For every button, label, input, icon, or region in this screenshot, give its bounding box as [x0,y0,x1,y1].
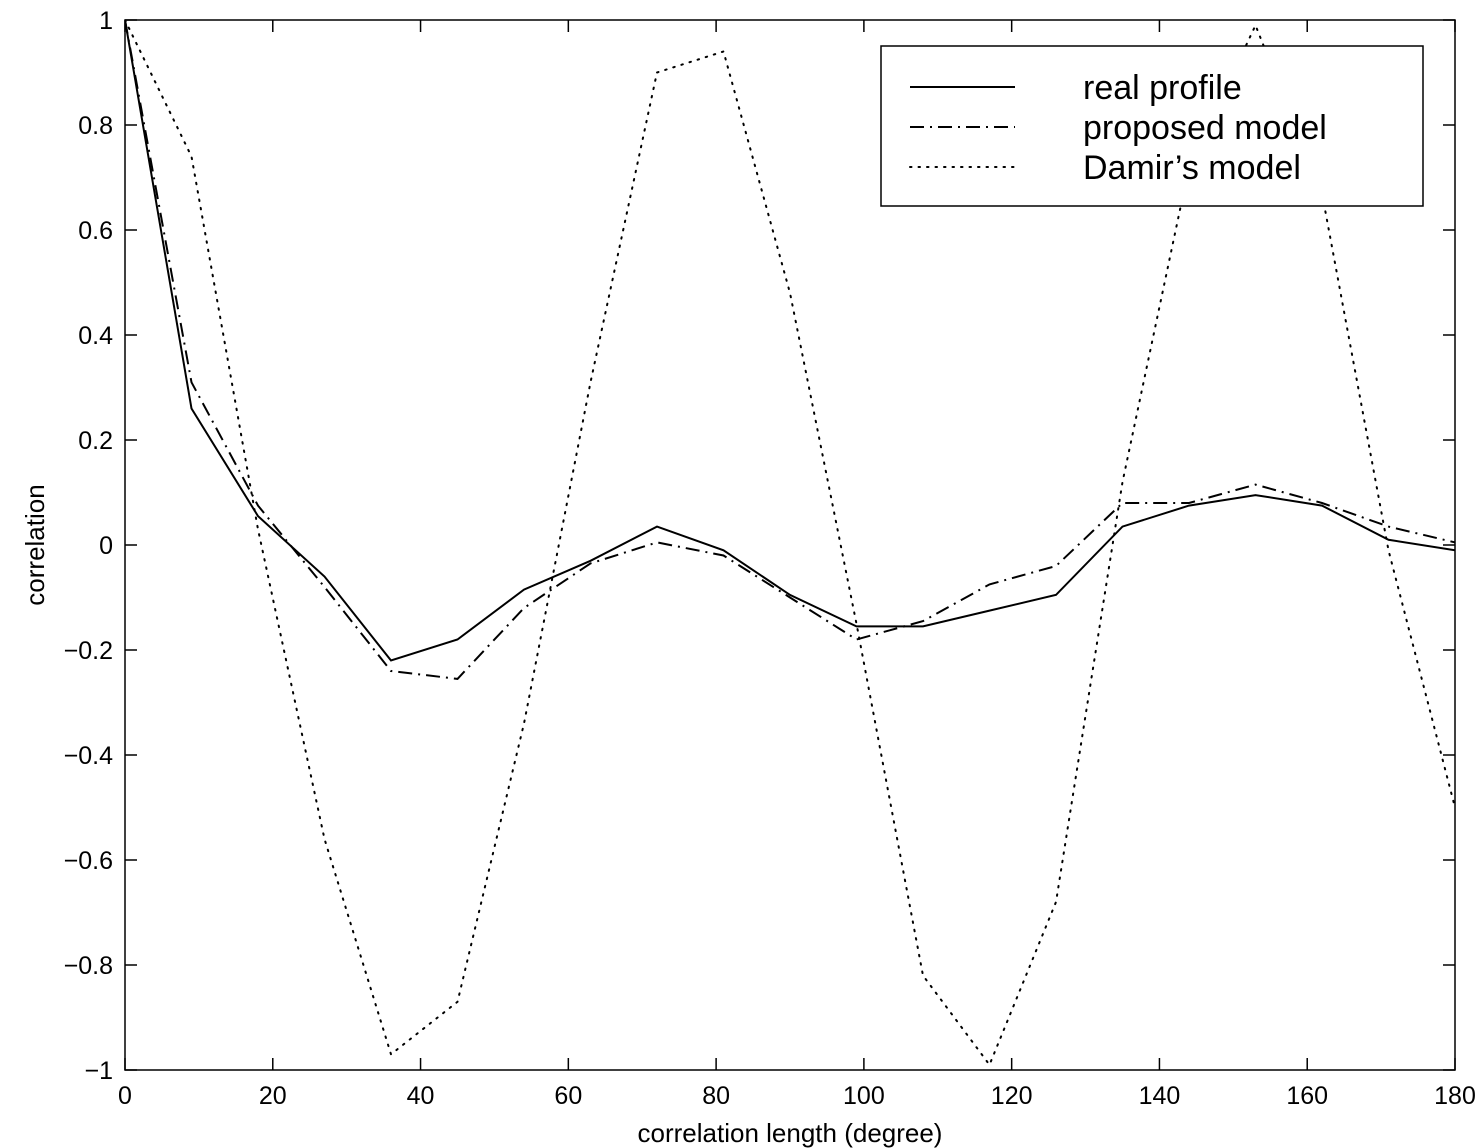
series-line-2 [125,20,1455,680]
x-tick-label: 120 [991,1082,1033,1110]
y-tick-label: −0.8 [64,952,113,980]
y-tick-label: 0.2 [78,427,113,455]
x-tick-label: 80 [702,1082,730,1110]
axis-tick-labels: 0 20 40 60 80 100 120 140 160 180 1 0.8 0.6 0.4 0.2 0 −0… [64,7,1476,1110]
x-tick-label: 60 [554,1082,582,1110]
x-tick-label: 20 [259,1082,287,1110]
y-axis-label: correlation [20,484,50,605]
y-tick-label: 0.4 [78,322,113,350]
y-tick-label: −1 [84,1057,113,1085]
legend-label-1: real profile [1083,69,1242,107]
x-tick-label: 140 [1139,1082,1181,1110]
y-tick-label: 0.6 [78,217,113,245]
plot-frame [124,19,1456,1071]
axis-ticks [124,19,1456,1071]
x-tick-label: 0 [118,1082,132,1110]
y-tick-label: 1 [99,7,113,35]
series-line-1 [125,20,1455,662]
y-tick-label: 0 [99,532,113,560]
y-tick-label: −0.6 [64,847,113,875]
y-tick-label: −0.2 [64,637,113,665]
series-lines [125,20,1455,1067]
y-tick-label: 0.8 [78,112,113,140]
y-tick-label: −0.4 [64,742,113,770]
x-axis-label: correlation length (degree) [638,1118,943,1148]
x-tick-label: 40 [407,1082,435,1110]
legend-label-3: Damir’s model [1083,149,1301,187]
x-tick-label: 100 [843,1082,885,1110]
legend-label-2: proposed model [1083,109,1327,147]
x-tick-label: 180 [1434,1082,1476,1110]
x-tick-label: 160 [1286,1082,1328,1110]
